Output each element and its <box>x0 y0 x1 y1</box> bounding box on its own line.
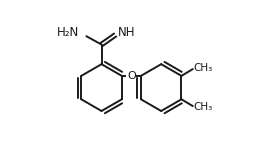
Text: CH₃: CH₃ <box>193 102 213 112</box>
Text: H₂N: H₂N <box>57 26 79 39</box>
Text: O: O <box>127 71 136 81</box>
Text: NH: NH <box>118 26 136 39</box>
Text: CH₃: CH₃ <box>193 63 213 73</box>
